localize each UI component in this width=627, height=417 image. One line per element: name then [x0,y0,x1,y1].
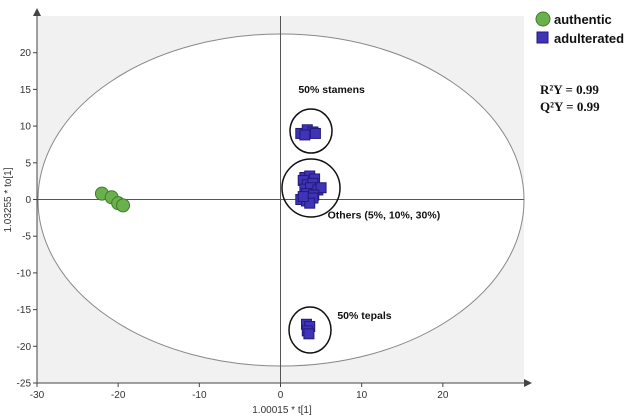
y-axis-arrow [33,8,41,16]
legend-marker-authentic [535,11,551,27]
group-circle-tepals [288,306,332,354]
annotation-label: Others (5%, 10%, 30%) [328,210,441,222]
point-adulterated [297,191,309,203]
x-tick-label: 0 [278,390,284,401]
y-tick-label: -10 [17,268,32,279]
y-tick-label: 5 [25,158,31,169]
data-points [94,124,327,340]
y-tick-label: 20 [20,48,32,59]
x-axis-title: 1.00015 * t[1] [252,405,312,416]
legend-marker-adulterated [536,31,549,44]
y-tick-label: 15 [20,85,32,96]
y-axis-title: 1.03255 * to[1] [3,167,14,232]
legend: authentic adulterated [535,11,624,46]
x-tick-label: 10 [356,390,368,401]
y-tick-label: -25 [17,379,32,390]
annotation-label: 50% tepals [337,310,391,322]
y-tick-label: -15 [17,305,32,316]
point-adulterated [315,182,327,194]
x-axis-arrow [524,379,532,387]
point-authentic [116,198,131,213]
x-tick-label: -10 [192,390,207,401]
axes: -30 -20 -10 0 10 20 -25 -20 -15 -10 -5 0 5 10 15 20 [17,8,532,401]
group-circles [281,108,341,354]
y-tick-label: -5 [22,232,31,243]
x-tick-label: -30 [30,390,45,401]
group-circle-stamens [289,108,333,154]
stat-q2y: Q²Y = 0.99 [540,99,600,114]
point-adulterated [304,197,316,209]
y-tick-label: -20 [17,342,32,353]
y-tick-label: 10 [20,122,32,133]
point-adulterated [303,328,315,340]
y-tick-label: 0 [25,195,31,206]
point-adulterated [299,129,311,141]
group-circle-others [281,158,341,218]
legend-label-authentic: authentic [554,12,612,27]
annotation-label: 50% stamens [298,84,365,96]
legend-label-adulterated: adulterated [554,31,624,46]
stat-r2y: R²Y = 0.99 [540,82,599,97]
annotations: 50% stamens Others (5%, 10%, 30%) 50% tepa… [298,84,440,322]
x-tick-label: -20 [111,390,126,401]
x-tick-label: 20 [437,390,449,401]
point-adulterated [309,127,321,139]
